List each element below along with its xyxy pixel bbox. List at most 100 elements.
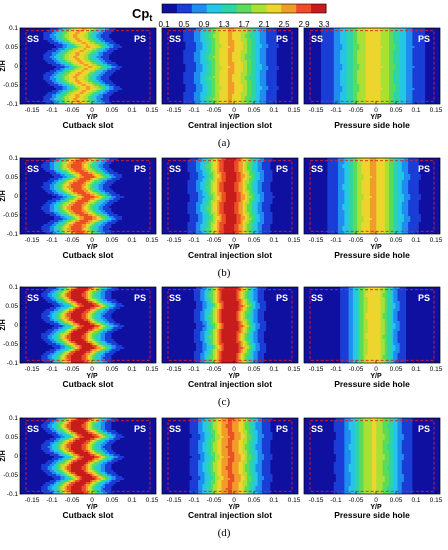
contour-cell [374,28,377,31]
contour-cell [270,50,273,53]
contour-cell [238,30,241,33]
contour-cell [272,52,275,55]
contour-cell [255,68,258,71]
contour-cell [75,32,78,35]
contour-cell [134,66,138,69]
contour-cell [132,36,136,39]
contour-cell [236,78,239,81]
colorbar-tick-label: 1.7 [238,20,250,29]
contour-cell [49,66,53,69]
contour-cell [251,94,254,97]
contour-cell [126,86,129,89]
contour-cell [164,72,167,75]
contour-cell [200,58,203,61]
contour-cell [115,68,119,71]
contour-cell [149,36,153,39]
contour-cell [170,100,173,103]
contour-cell [83,34,87,37]
contour-cell [124,86,127,89]
contour-cell [240,74,244,77]
contour-cell [291,34,295,37]
contour-cell [56,58,59,61]
contour-cell [41,86,44,89]
contour-cell [153,92,156,95]
contour-cell [268,56,271,59]
contour-cell [102,70,106,73]
contour-cell [168,86,171,89]
contour-cell [64,74,68,77]
contour-cell [272,44,275,47]
contour-cell [208,40,212,43]
contour-cell [253,46,256,49]
contour-cell [149,64,153,67]
contour-cell [168,58,171,61]
contour-cell [77,102,80,104]
contour-cell [281,30,284,33]
contour-cell [253,66,256,69]
contour-cell [60,82,63,85]
contour-cell [71,78,74,81]
contour-cell [223,36,227,39]
contour-cell [94,36,97,39]
contour-cell [149,66,153,69]
contour-cell [124,98,127,101]
contour-cell [170,62,173,65]
contour-cell [264,48,267,51]
contour-cell [206,76,210,79]
contour-cell [191,102,195,104]
contour-cell [90,84,93,87]
y-axis-label: Z/H [0,60,7,71]
contour-cell [223,42,227,45]
contour-cell [242,32,246,35]
contour-cell [79,70,82,73]
contour-cell [238,84,241,87]
contour-cell [166,86,169,89]
contour-cell [236,90,239,93]
contour-cell [39,56,42,59]
contour-cell [71,66,74,69]
contour-cell [134,102,138,104]
contour-cell [145,98,148,101]
contour-cell [196,40,199,43]
contour-cell [26,54,29,57]
contour-cell [162,92,165,95]
contour-cell [68,66,72,69]
contour-cell [151,72,155,75]
contour-cell [200,48,203,51]
contour-cell [41,44,44,47]
contour-cell [134,72,138,75]
contour-cell [276,52,280,55]
contour-cell [227,84,231,87]
contour-cell [111,36,114,39]
contour-cell [119,48,123,51]
contour-cell [270,38,273,41]
contour-cell [85,90,89,93]
contour-cell [37,58,40,61]
contour-cell [58,64,61,67]
contour-cell [257,102,261,104]
contour-cell [54,54,57,57]
contour-cell [41,52,44,55]
contour-cell [132,92,136,95]
contour-cell [132,86,136,89]
contour-cell [145,44,148,47]
contour-cell [139,74,142,77]
contour-cell [105,42,108,45]
contour-cell [107,64,110,67]
contour-cell [244,88,248,91]
contour-cell [20,58,23,61]
contour-cell [221,54,224,57]
contour-cell [223,68,227,71]
contour-cell [232,64,235,67]
contour-cell [132,84,136,87]
contour-cell [37,74,40,77]
contour-cell [26,28,29,31]
contour-cell [225,42,229,45]
contour-cell [174,44,178,47]
contour-cell [34,94,38,97]
contour-cell [244,90,248,93]
contour-cell [73,78,76,81]
contour-cell [115,40,119,43]
contour-cell [98,46,102,49]
contour-cell [109,72,112,75]
